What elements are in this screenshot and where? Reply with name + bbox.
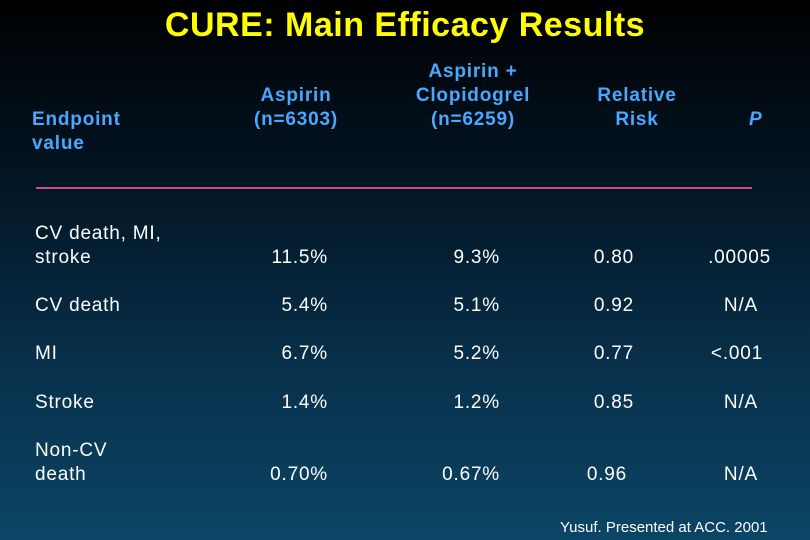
row-1-p: .00005: [708, 247, 771, 268]
header-rr-line-1: Relative: [597, 85, 677, 106]
row-5-aspirin: 0.70%: [270, 464, 328, 485]
row-2-p: N/A: [723, 295, 758, 316]
row-4-aspirin: 1.4%: [281, 392, 328, 413]
row-3-p: <.001: [710, 343, 763, 364]
row-5-label-line-1: Non-CV: [35, 440, 108, 461]
header-aspirin: Aspirin (n=6303): [236, 84, 356, 132]
row-label-stroke: Stroke: [35, 391, 95, 415]
header-endpoint-line-1: Endpoint: [32, 109, 121, 130]
header-relative-risk: Relative Risk: [582, 84, 692, 132]
header-combo-line-3: (n=6259): [430, 109, 516, 130]
row-1-combo: 9.3%: [453, 247, 500, 268]
row-4-p: N/A: [723, 392, 758, 413]
row-1-aspirin: 11.5%: [271, 247, 328, 268]
slide-title: CURE: Main Efficacy Results: [164, 6, 646, 44]
row-1-label-line-1: CV death, MI,: [35, 223, 162, 244]
row-label-mi: MI: [35, 342, 58, 366]
row-5-combo: 0.67%: [442, 464, 500, 485]
header-p-value: P: [749, 109, 763, 130]
row-3-combo: 5.2%: [453, 343, 500, 364]
row-3-rr: 0.77: [593, 343, 634, 364]
row-3-aspirin: 6.7%: [281, 343, 328, 364]
row-5-p: N/A: [723, 464, 758, 485]
row-4-rr: 0.85: [593, 392, 634, 413]
header-divider: [36, 187, 752, 189]
row-4-label-line-1: Stroke: [35, 392, 95, 413]
row-label-non-cv-death: Non-CV death: [35, 439, 107, 487]
header-combo-line-2: Clopidogrel: [415, 85, 531, 106]
row-4-combo: 1.2%: [453, 392, 500, 413]
citation-footer: Yusuf. Presented at ACC. 2001: [560, 519, 768, 536]
row-label-cv-death-mi-stroke: CV death, MI, stroke: [35, 222, 162, 270]
header-aspirin-line-1: Aspirin: [260, 85, 332, 106]
row-2-aspirin: 5.4%: [281, 295, 328, 316]
row-1-rr: 0.80: [593, 247, 634, 268]
row-3-label-line-1: MI: [35, 343, 58, 364]
header-endpoint-line-2: value: [32, 133, 85, 154]
row-2-label-line-1: CV death: [35, 295, 121, 316]
header-endpoint: Endpoint value: [32, 108, 121, 156]
row-label-cv-death: CV death: [35, 294, 121, 318]
header-rr-line-2: Risk: [615, 109, 659, 130]
header-clopidogrel: Aspirin + Clopidogrel (n=6259): [398, 60, 548, 132]
row-2-rr: 0.92: [593, 295, 634, 316]
row-5-rr: 0.96: [586, 464, 627, 485]
row-5-label-line-2: death: [35, 464, 87, 485]
row-2-combo: 5.1%: [453, 295, 500, 316]
row-1-label-line-2: stroke: [35, 247, 92, 268]
header-aspirin-line-2: (n=6303): [253, 109, 339, 130]
header-combo-line-1: Aspirin +: [428, 61, 518, 82]
